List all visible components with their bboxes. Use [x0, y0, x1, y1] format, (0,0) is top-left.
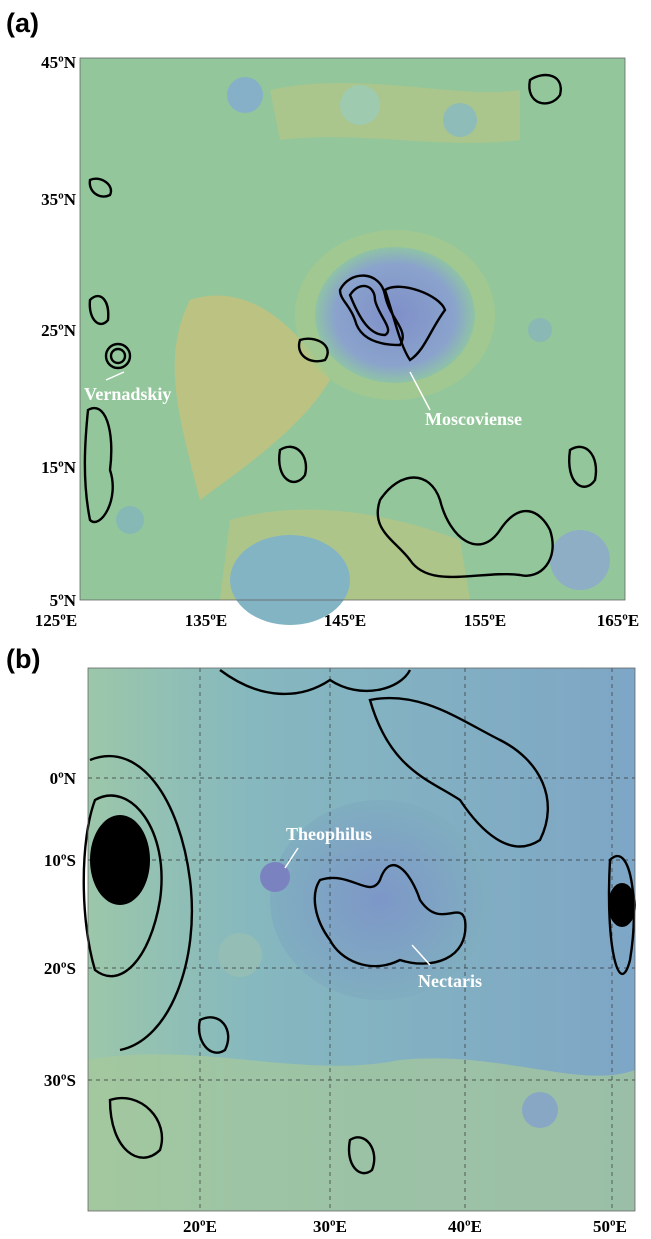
map-b — [84, 668, 636, 1211]
annotation: Nectaris — [418, 971, 482, 991]
figure: (a) Vernadskiy Moscoviense 45ºN 35ºN 25º… — [0, 0, 651, 1239]
y-tick-label: 45ºN — [41, 53, 77, 72]
x-tick-label: 165ºE — [597, 611, 639, 630]
x-tick-label: 155ºE — [464, 611, 506, 630]
y-tick-label: 0ºN — [50, 769, 77, 788]
y-tick-label: 20ºS — [44, 959, 76, 978]
x-tick-label: 125ºE — [35, 611, 77, 630]
panel-label: (b) — [6, 644, 40, 674]
y-tick-label: 15ºN — [41, 458, 77, 477]
panel-label: (a) — [6, 8, 39, 38]
annotation: Theophilus — [286, 824, 372, 844]
y-tick-label: 5ºN — [50, 591, 77, 610]
y-tick-label: 35ºN — [41, 190, 77, 209]
y-tick-label: 10ºS — [44, 851, 76, 870]
x-tick-label: 40ºE — [448, 1217, 482, 1236]
x-tick-label: 135ºE — [185, 611, 227, 630]
y-tick-label: 30ºS — [44, 1071, 76, 1090]
x-tick-label: 30ºE — [313, 1217, 347, 1236]
annotation: Vernadskiy — [84, 384, 171, 404]
y-tick-label: 25ºN — [41, 321, 77, 340]
map-a — [80, 58, 625, 625]
x-tick-label: 145ºE — [324, 611, 366, 630]
x-tick-label: 50ºE — [593, 1217, 627, 1236]
x-tick-label: 20ºE — [183, 1217, 217, 1236]
annotation: Moscoviense — [425, 409, 522, 429]
